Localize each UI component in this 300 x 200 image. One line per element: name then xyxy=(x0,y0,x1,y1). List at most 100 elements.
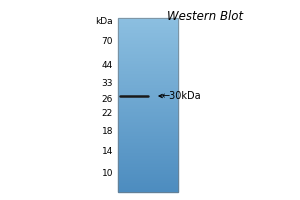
Bar xyxy=(118,83,178,84)
Bar xyxy=(118,178,178,179)
Bar xyxy=(118,120,178,121)
Bar xyxy=(118,133,178,134)
Bar xyxy=(118,86,178,87)
Bar xyxy=(118,75,178,76)
Bar xyxy=(118,78,178,79)
Bar xyxy=(118,36,178,37)
Bar xyxy=(118,66,178,67)
Bar xyxy=(118,58,178,59)
Bar xyxy=(118,162,178,163)
Bar xyxy=(118,79,178,80)
Bar xyxy=(118,151,178,152)
Bar xyxy=(118,173,178,174)
Bar xyxy=(118,26,178,27)
Bar xyxy=(118,110,178,111)
Bar xyxy=(118,92,178,93)
Text: 14: 14 xyxy=(102,146,113,156)
Bar xyxy=(118,124,178,125)
Bar xyxy=(118,114,178,115)
Bar xyxy=(118,184,178,185)
Bar xyxy=(118,121,178,122)
Bar xyxy=(118,62,178,63)
Bar xyxy=(118,156,178,157)
Bar xyxy=(118,46,178,47)
Bar xyxy=(118,30,178,31)
Bar xyxy=(118,18,178,192)
Bar xyxy=(118,148,178,149)
Text: 70: 70 xyxy=(101,38,113,46)
Bar xyxy=(118,29,178,30)
Bar xyxy=(118,102,178,103)
Bar xyxy=(118,50,178,51)
Bar xyxy=(118,108,178,109)
Bar xyxy=(118,187,178,188)
Bar xyxy=(118,87,178,88)
Bar xyxy=(118,27,178,28)
Bar xyxy=(118,109,178,110)
Bar xyxy=(118,93,178,94)
Bar xyxy=(118,61,178,62)
Bar xyxy=(118,74,178,75)
Bar xyxy=(118,28,178,29)
Bar xyxy=(118,70,178,71)
Bar xyxy=(118,163,178,164)
Bar xyxy=(118,166,178,167)
Text: 26: 26 xyxy=(102,96,113,104)
Bar xyxy=(118,33,178,34)
Bar xyxy=(118,139,178,140)
Bar xyxy=(118,67,178,68)
Bar xyxy=(118,191,178,192)
Bar xyxy=(118,94,178,95)
Bar xyxy=(118,103,178,104)
Bar xyxy=(118,118,178,119)
Text: kDa: kDa xyxy=(95,18,113,26)
Bar xyxy=(118,88,178,89)
Bar xyxy=(118,44,178,45)
Bar xyxy=(118,91,178,92)
Bar xyxy=(118,73,178,74)
Bar xyxy=(118,149,178,150)
Bar xyxy=(118,107,178,108)
Bar xyxy=(118,72,178,73)
Bar xyxy=(118,104,178,105)
Bar xyxy=(118,157,178,158)
Bar xyxy=(118,158,178,159)
Bar xyxy=(118,63,178,64)
Bar xyxy=(118,53,178,54)
Bar xyxy=(118,152,178,153)
Bar xyxy=(118,136,178,137)
Bar xyxy=(118,182,178,183)
Bar xyxy=(118,181,178,182)
Bar xyxy=(118,37,178,38)
Bar xyxy=(118,49,178,50)
Bar xyxy=(118,57,178,58)
Bar xyxy=(118,145,178,146)
Bar xyxy=(118,129,178,130)
Bar xyxy=(118,176,178,177)
Bar xyxy=(118,41,178,42)
Bar xyxy=(118,60,178,61)
Text: 10: 10 xyxy=(101,168,113,178)
Bar xyxy=(118,113,178,114)
Bar xyxy=(118,186,178,187)
Bar xyxy=(118,34,178,35)
Bar xyxy=(118,185,178,186)
Bar xyxy=(118,77,178,78)
Bar xyxy=(118,85,178,86)
Bar xyxy=(118,42,178,43)
Text: 18: 18 xyxy=(101,128,113,136)
Bar xyxy=(118,101,178,102)
Bar xyxy=(118,142,178,143)
Bar xyxy=(118,25,178,26)
Bar xyxy=(118,54,178,55)
Bar xyxy=(118,137,178,138)
Bar xyxy=(118,95,178,96)
Bar xyxy=(118,38,178,39)
Bar xyxy=(118,138,178,139)
Bar xyxy=(118,150,178,151)
Bar xyxy=(118,90,178,91)
Bar xyxy=(118,18,178,19)
Bar xyxy=(118,189,178,190)
Bar xyxy=(118,31,178,32)
Bar xyxy=(118,170,178,171)
